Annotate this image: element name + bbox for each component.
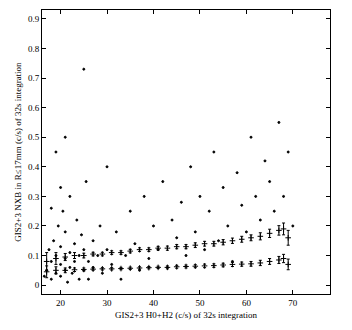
svg-text:0.4: 0.4 xyxy=(28,162,40,172)
svg-text:0.8: 0.8 xyxy=(28,44,40,54)
svg-text:50: 50 xyxy=(195,298,205,308)
svg-text:0.7: 0.7 xyxy=(28,73,40,83)
svg-text:0.2: 0.2 xyxy=(28,221,39,231)
svg-text:0.6: 0.6 xyxy=(28,103,40,113)
svg-text:0.9: 0.9 xyxy=(28,14,40,24)
svg-text:20: 20 xyxy=(56,298,66,308)
svg-text:70: 70 xyxy=(288,298,298,308)
svg-text:30: 30 xyxy=(103,298,113,308)
svg-text:0.3: 0.3 xyxy=(28,192,40,202)
svg-text:GIS2+3 NXB in R≤17mm (c/s) of: GIS2+3 NXB in R≤17mm (c/s) of 32s integr… xyxy=(13,62,23,242)
svg-text:0: 0 xyxy=(35,280,40,290)
svg-text:40: 40 xyxy=(149,298,159,308)
svg-text:GIS2+3 H0+H2 (c/s) of 32s inte: GIS2+3 H0+H2 (c/s) of 32s integration xyxy=(115,310,257,320)
svg-text:0.5: 0.5 xyxy=(28,132,40,142)
svg-text:60: 60 xyxy=(242,298,252,308)
svg-text:0.1: 0.1 xyxy=(28,251,39,261)
